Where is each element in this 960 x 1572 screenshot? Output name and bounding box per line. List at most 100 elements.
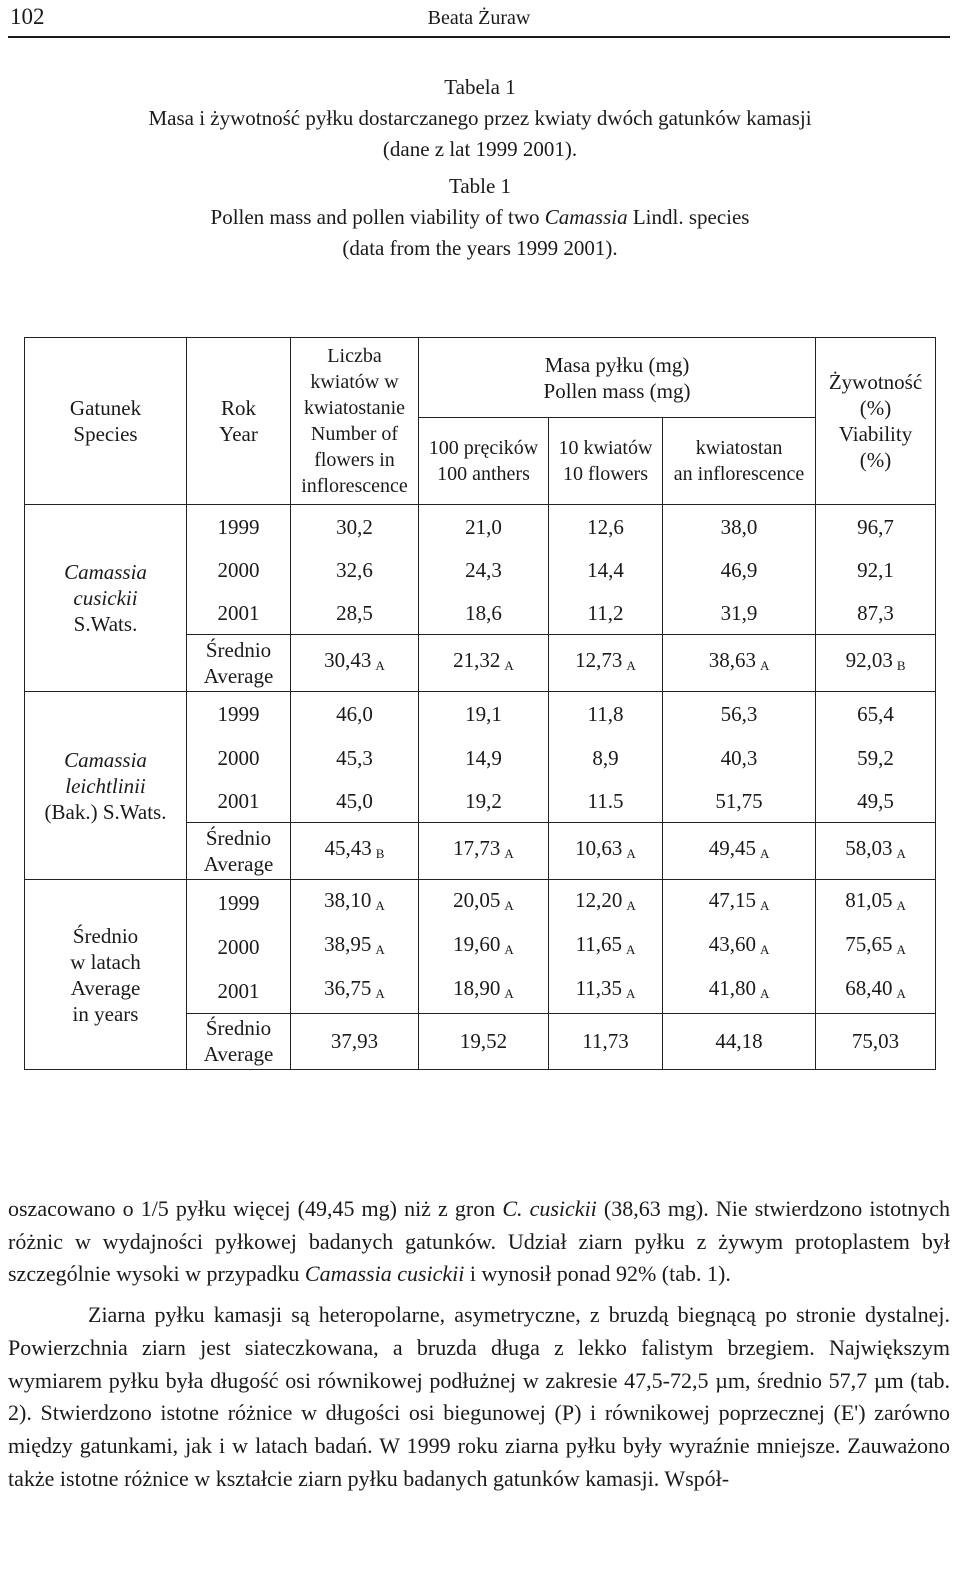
- significance-letter: A: [759, 985, 770, 1001]
- header-text: inflorescence: [301, 474, 408, 497]
- value-cell: 58,03 A: [815, 821, 937, 881]
- significance-letter: A: [375, 941, 385, 957]
- value-text: 92,03: [845, 648, 893, 673]
- value-cell: 96,7: [815, 504, 937, 549]
- significance-letter: A: [626, 985, 636, 1001]
- year-cell: 1999: [186, 879, 291, 925]
- title-en-text-end: Lindl. species: [627, 205, 750, 229]
- value-text: 20,05: [453, 887, 501, 912]
- value-text: 36,75: [324, 975, 372, 1000]
- header-text: 100 anthers: [437, 463, 530, 485]
- value-cell: 28,5: [290, 591, 419, 635]
- value-cell: 11,35 A: [548, 969, 663, 1014]
- table-row-average: Średnio Average 45,43 B 17,73 A 10,63 A 49,…: [25, 821, 937, 881]
- value-cell: 43,60 A: [661, 924, 817, 970]
- value-cell: 45,3: [290, 736, 419, 780]
- value-cell: 19,2: [418, 779, 549, 823]
- header-text: Masa pyłku (mg): [544, 352, 690, 377]
- year-cell: 2001: [186, 591, 291, 635]
- value-cell: 11,2: [548, 591, 663, 635]
- value-text: 49,45: [708, 836, 756, 861]
- table-row: 2000 45,3 14,9 8,9 40,3 59,2: [25, 736, 937, 780]
- value-cell: 46,9: [661, 548, 817, 592]
- significance-letter: A: [759, 941, 770, 957]
- header-text: flowers in: [314, 448, 395, 471]
- value-cell: 40,3: [661, 736, 817, 780]
- value-cell: 38,10 A: [290, 879, 419, 925]
- significance-letter: A: [896, 846, 906, 862]
- table-row: 2001 28,5 18,6 11,2 31,9 87,3: [25, 591, 937, 635]
- value-cell: 18,6: [418, 591, 549, 635]
- average-label: Średnio Average: [186, 634, 291, 693]
- value-cell: 19,52: [418, 1012, 549, 1071]
- species-text: Camassia: [64, 560, 147, 585]
- significance-letter: A: [626, 658, 636, 674]
- header-text: Number of: [310, 422, 399, 445]
- table-row: Camassia cusickii S.Wats. 1999 30,2 21,0…: [24, 503, 937, 693]
- average-label: Średnio Average: [186, 821, 291, 881]
- title-en-genus: Camassia: [544, 205, 628, 229]
- significance-letter: A: [504, 897, 514, 913]
- significance-letter: A: [504, 985, 514, 1001]
- page-header: 102 Beata Żuraw: [8, 0, 950, 38]
- header-text: kwiatów w: [310, 370, 399, 393]
- average-text: Średnio: [205, 638, 272, 663]
- species-text: Średnio: [72, 923, 139, 948]
- species-text: cusickii: [73, 586, 138, 611]
- value-cell: 30,2: [290, 504, 419, 549]
- value-cell: 17,73 A: [418, 821, 549, 881]
- header-text: an inflorescence: [673, 463, 805, 485]
- value-text: 21,32: [453, 648, 501, 673]
- header-pollen-mass: Masa pyłku (mg) Pollen mass (mg): [417, 336, 817, 419]
- value-text: 47,15: [708, 887, 756, 912]
- value-cell: 12,6: [548, 504, 663, 549]
- significance-letter: A: [896, 985, 906, 1001]
- value-cell: 44,18: [661, 1012, 817, 1071]
- value-cell: 45,0: [290, 779, 419, 823]
- table-row-average: Średnio Average 37,93 19,52 11,73 44,18 …: [25, 1012, 937, 1071]
- value-cell: 12,20 A: [548, 879, 663, 925]
- header-text: Liczba: [327, 344, 382, 367]
- value-text: 38,10: [324, 887, 372, 912]
- value-text: 41,80: [708, 975, 756, 1000]
- table-label-en: Table 1: [448, 174, 512, 198]
- value-cell: 38,0: [661, 504, 817, 549]
- header-text: kwiatostan: [695, 437, 783, 459]
- value-cell: 92,1: [815, 548, 937, 592]
- table-title-en-line1: Pollen mass and pollen viability of two …: [0, 202, 960, 233]
- value-cell: 87,3: [815, 591, 937, 635]
- value-cell: 49,5: [815, 779, 937, 823]
- value-cell: 49,45 A: [661, 821, 817, 881]
- value-cell: 32,6: [290, 548, 419, 592]
- text-run: i wynosił ponad 92% (tab. 1).: [464, 1261, 731, 1287]
- header-text: Species: [73, 421, 138, 446]
- paragraph-2: Ziarna pyłku kamasji są heteropolarne, a…: [8, 1302, 950, 1491]
- table-row: Średnio w latach Average in years 1999 3…: [24, 879, 937, 1070]
- value-cell: 11,65 A: [548, 924, 663, 970]
- value-text: 17,73: [453, 836, 501, 861]
- value-cell: 51,75: [661, 779, 817, 823]
- year-cell: 2001: [186, 779, 291, 823]
- value-text: 43,60: [708, 931, 756, 956]
- value-cell: 11,8: [548, 691, 663, 737]
- species-author: (Bak.) S.Wats.: [44, 799, 167, 824]
- table-row: 2001 45,0 19,2 11.5 51,75 49,5: [25, 779, 937, 823]
- value-cell: 14,4: [548, 548, 663, 592]
- significance-letter: A: [759, 897, 770, 913]
- year-cell: 1999: [186, 504, 291, 549]
- value-cell: 81,05 A: [815, 879, 937, 925]
- header-text: Rok: [220, 395, 256, 420]
- text-run: (38,63 mg). Nie stwierdzono istotnych ró…: [8, 1196, 950, 1287]
- value-cell: 36,75 A: [290, 969, 419, 1014]
- significance-letter: A: [759, 846, 770, 862]
- significance-letter: B: [896, 658, 906, 674]
- value-cell: 21,0: [418, 504, 549, 549]
- significance-letter: B: [375, 846, 385, 862]
- value-text: 19,60: [453, 931, 501, 956]
- paragraph-1: oszacowano o 1/5 pyłku więcej (49,45 mg)…: [8, 1193, 950, 1291]
- value-cell: 19,60 A: [418, 924, 549, 970]
- value-cell: 37,93: [290, 1012, 419, 1071]
- species-average-years: Średnio w latach Average in years: [24, 879, 187, 1070]
- value-cell: 41,80 A: [661, 969, 817, 1014]
- value-cell: 19,1: [418, 691, 549, 737]
